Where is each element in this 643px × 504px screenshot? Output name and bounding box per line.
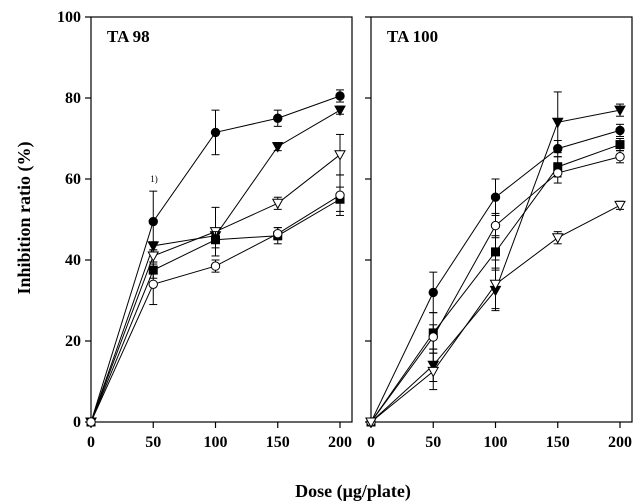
data-point-circle-filled	[210, 127, 221, 138]
data-point-circle-filled	[273, 113, 283, 123]
data-point-square-filled	[211, 235, 220, 245]
data-point-triangle-down-open	[614, 200, 626, 212]
data-point-circle-open	[490, 220, 501, 231]
data-point-triangle-down-open	[551, 233, 564, 244]
x-tick-label: 50	[145, 434, 161, 451]
data-point-circle-filled	[615, 125, 625, 136]
data-point-circle-filled	[148, 216, 158, 227]
data-point-square-filled	[491, 247, 500, 257]
y-tick-label: 100	[57, 9, 81, 26]
data-point-circle-filled	[335, 91, 345, 101]
data-point-square-filled	[615, 140, 625, 150]
data-point-circle-filled	[490, 192, 501, 202]
x-tick-label: 0	[367, 434, 375, 451]
series-circle-filled	[86, 89, 345, 427]
y-tick-label: 40	[65, 252, 81, 269]
data-point-triangle-down-filled	[614, 105, 626, 117]
data-point-circle-open	[428, 332, 438, 342]
data-point-circle-open	[273, 228, 283, 239]
x-tick-label: 0	[87, 434, 95, 451]
data-point-triangle-down-filled	[271, 142, 284, 153]
data-point-circle-open	[86, 417, 96, 427]
y-tick-label: 0	[73, 414, 81, 431]
y-axis-title: Inhibition ratio (%)	[14, 141, 35, 294]
series-circle-open	[86, 174, 345, 427]
data-point-triangle-down-open	[427, 366, 440, 378]
series-triangle-down-open	[365, 200, 626, 429]
y-tick-label: 60	[65, 171, 81, 188]
x-tick-label: 100	[484, 434, 508, 451]
plot-frame	[90, 16, 353, 423]
data-point-triangle-down-open	[489, 279, 502, 291]
data-point-circle-open	[553, 168, 563, 178]
y-tick-label: 20	[65, 333, 81, 350]
panel-ta100: TA 100 0 50 100 150 200	[365, 16, 633, 451]
data-point-circle-open	[335, 190, 345, 200]
data-point-triangle-down-filled	[551, 117, 564, 129]
x-axis-title: Dose (μg/plate)	[295, 481, 411, 502]
x-tick-label: 150	[546, 434, 570, 451]
plot-frame	[370, 16, 633, 423]
data-point-triangle-down-open	[271, 198, 284, 210]
data-point-triangle-down-open	[365, 417, 377, 429]
x-tick-label: 150	[266, 434, 290, 451]
data-point-triangle-down-open	[334, 150, 346, 161]
x-tick-label: 100	[204, 434, 228, 451]
panel-title: TA 98	[107, 27, 150, 46]
data-point-triangle-down-filled	[147, 241, 160, 252]
panel-ta98: TA 98 0 20 40 60 80 100 0 50 100 150 200 1)	[57, 9, 353, 451]
series-triangle-down-open	[85, 133, 346, 429]
x-tick-label: 200	[608, 434, 632, 451]
x-tick-label: 200	[328, 434, 352, 451]
series-line	[90, 154, 341, 423]
data-point-circle-open	[615, 152, 625, 162]
y-tick-label: 80	[65, 90, 81, 107]
data-point-circle-filled	[428, 287, 438, 298]
data-point-circle-open	[148, 279, 158, 289]
x-tick-label: 50	[425, 434, 441, 451]
data-point-circle-open	[210, 261, 221, 271]
data-point-triangle-down-filled	[334, 105, 346, 117]
annotation: 1)	[150, 174, 158, 184]
data-point-triangle-down-open	[147, 251, 160, 262]
panel-title: TA 100	[387, 27, 438, 46]
